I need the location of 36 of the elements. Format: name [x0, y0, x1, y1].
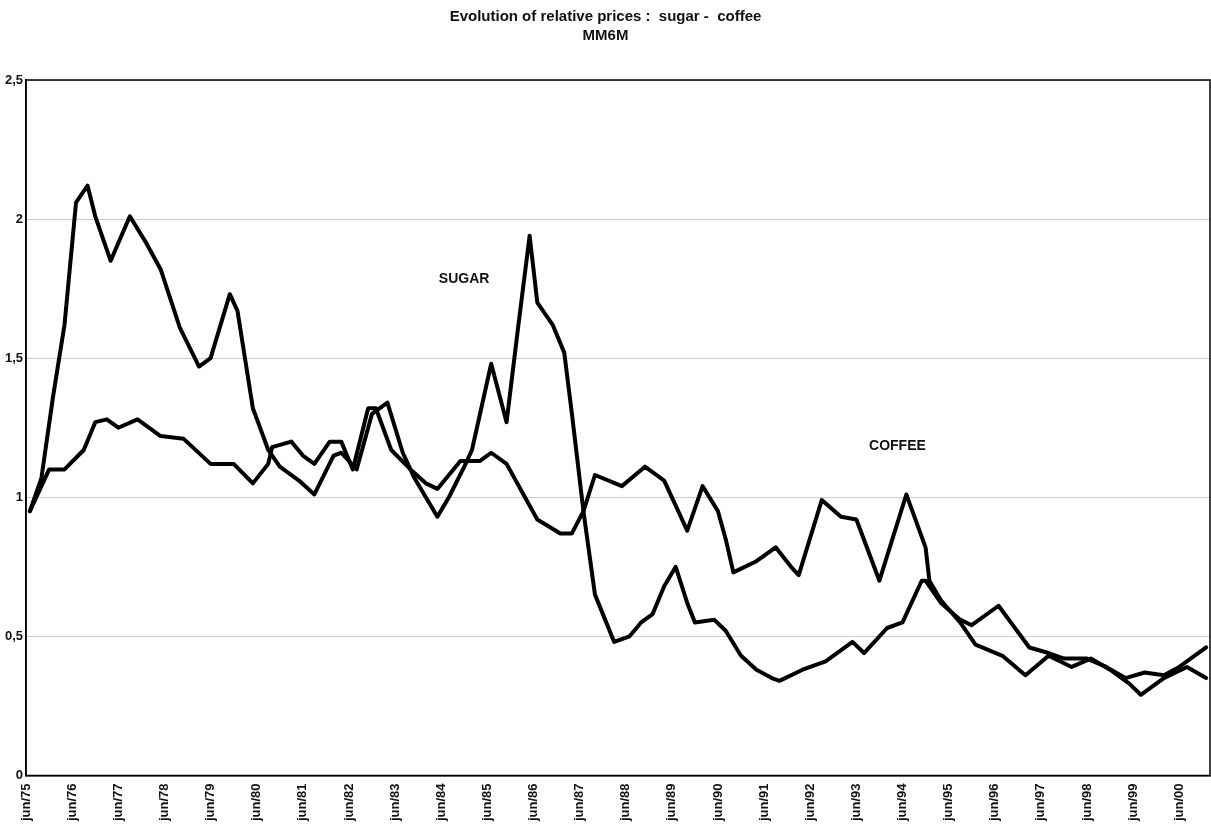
x-tick-label: jun/80 — [248, 783, 264, 823]
y-tick-label: 0,5 — [4, 627, 24, 643]
y-tick-label: 1 — [15, 488, 24, 504]
x-tick-label: jun/95 — [940, 783, 956, 823]
annotation: COFFEE — [869, 436, 926, 453]
x-tick-label: jun/99 — [1124, 783, 1140, 823]
x-tick-label: jun/89 — [663, 783, 679, 823]
x-tick-label: jun/75 — [17, 783, 33, 823]
y-tick-label: 0 — [15, 767, 24, 783]
x-tick-label: jun/87 — [571, 783, 587, 823]
x-tick-label: jun/79 — [202, 783, 218, 823]
x-tick-label: jun/81 — [294, 783, 310, 823]
x-tick-label: jun/00 — [1170, 783, 1186, 823]
x-tick-label: jun/77 — [109, 783, 125, 823]
annotation: SUGAR — [438, 269, 490, 286]
chart-title: Evolution of relative prices : sugar - coffee — [448, 6, 763, 25]
x-tick-label: jun/96 — [986, 783, 1002, 823]
x-tick-label: jun/97 — [1032, 783, 1048, 823]
y-tick-label: 2,5 — [4, 71, 24, 87]
x-tick-label: jun/91 — [755, 783, 771, 823]
y-tick-label: 2 — [15, 210, 24, 226]
x-tick-label: jun/82 — [340, 783, 356, 823]
x-tick-label: jun/93 — [847, 783, 863, 823]
x-tick-label: jun/85 — [478, 783, 494, 823]
x-tick-label: jun/98 — [1078, 783, 1094, 823]
x-tick-label: jun/83 — [386, 783, 402, 823]
x-tick-label: jun/78 — [156, 783, 172, 823]
y-tick-label: 1,5 — [4, 349, 24, 365]
x-tick-label: jun/90 — [709, 783, 725, 823]
x-tick-label: jun/88 — [617, 783, 633, 823]
x-tick-label: jun/92 — [801, 783, 817, 823]
x-tick-label: jun/86 — [525, 783, 541, 823]
x-tick-label: jun/84 — [432, 782, 448, 823]
x-tick-label: jun/94 — [894, 782, 910, 823]
x-tick-label: jun/76 — [63, 783, 79, 823]
chart-subtitle: MM6M — [581, 25, 630, 44]
